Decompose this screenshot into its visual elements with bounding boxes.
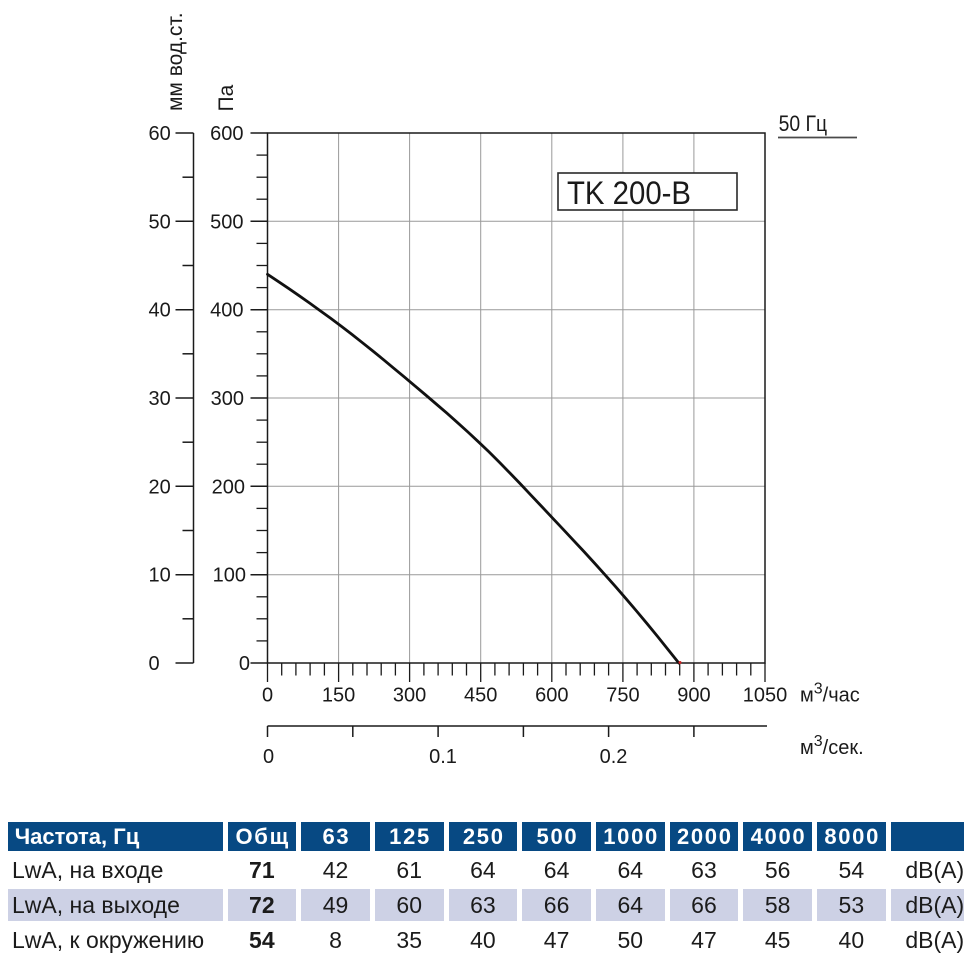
svg-text:30: 30 (149, 388, 171, 410)
svg-text:400: 400 (210, 300, 243, 322)
svg-text:0: 0 (239, 653, 250, 675)
svg-text:0: 0 (263, 746, 274, 768)
svg-text:600: 600 (210, 123, 243, 145)
svg-text:0.2: 0.2 (600, 746, 628, 768)
svg-text:750: 750 (606, 685, 639, 707)
svg-text:1050: 1050 (743, 685, 788, 707)
svg-text:300: 300 (393, 685, 426, 707)
svg-text:150: 150 (322, 685, 355, 707)
svg-text:TK 200-B: TK 200-B (567, 175, 691, 211)
svg-text:Па: Па (215, 84, 238, 111)
svg-text:мм вод.ст.: мм вод.ст. (164, 12, 187, 111)
svg-text:0.1: 0.1 (429, 746, 457, 768)
svg-text:500: 500 (210, 211, 243, 233)
svg-text:450: 450 (464, 685, 497, 707)
svg-text:50 Гц: 50 Гц (779, 111, 828, 136)
svg-text:60: 60 (149, 123, 171, 145)
svg-text:600: 600 (535, 685, 568, 707)
svg-text:900: 900 (677, 685, 710, 707)
svg-text:300: 300 (211, 388, 244, 410)
svg-text:100: 100 (213, 565, 246, 587)
svg-text:40: 40 (149, 300, 171, 322)
svg-text:м3/час: м3/час (800, 681, 860, 707)
svg-text:0: 0 (262, 685, 273, 707)
svg-text:20: 20 (149, 476, 171, 498)
svg-text:10: 10 (149, 565, 171, 587)
svg-text:0: 0 (149, 653, 160, 675)
svg-text:50: 50 (149, 211, 171, 233)
svg-text:200: 200 (212, 476, 245, 498)
svg-text:м3/сек.: м3/сек. (800, 733, 864, 759)
